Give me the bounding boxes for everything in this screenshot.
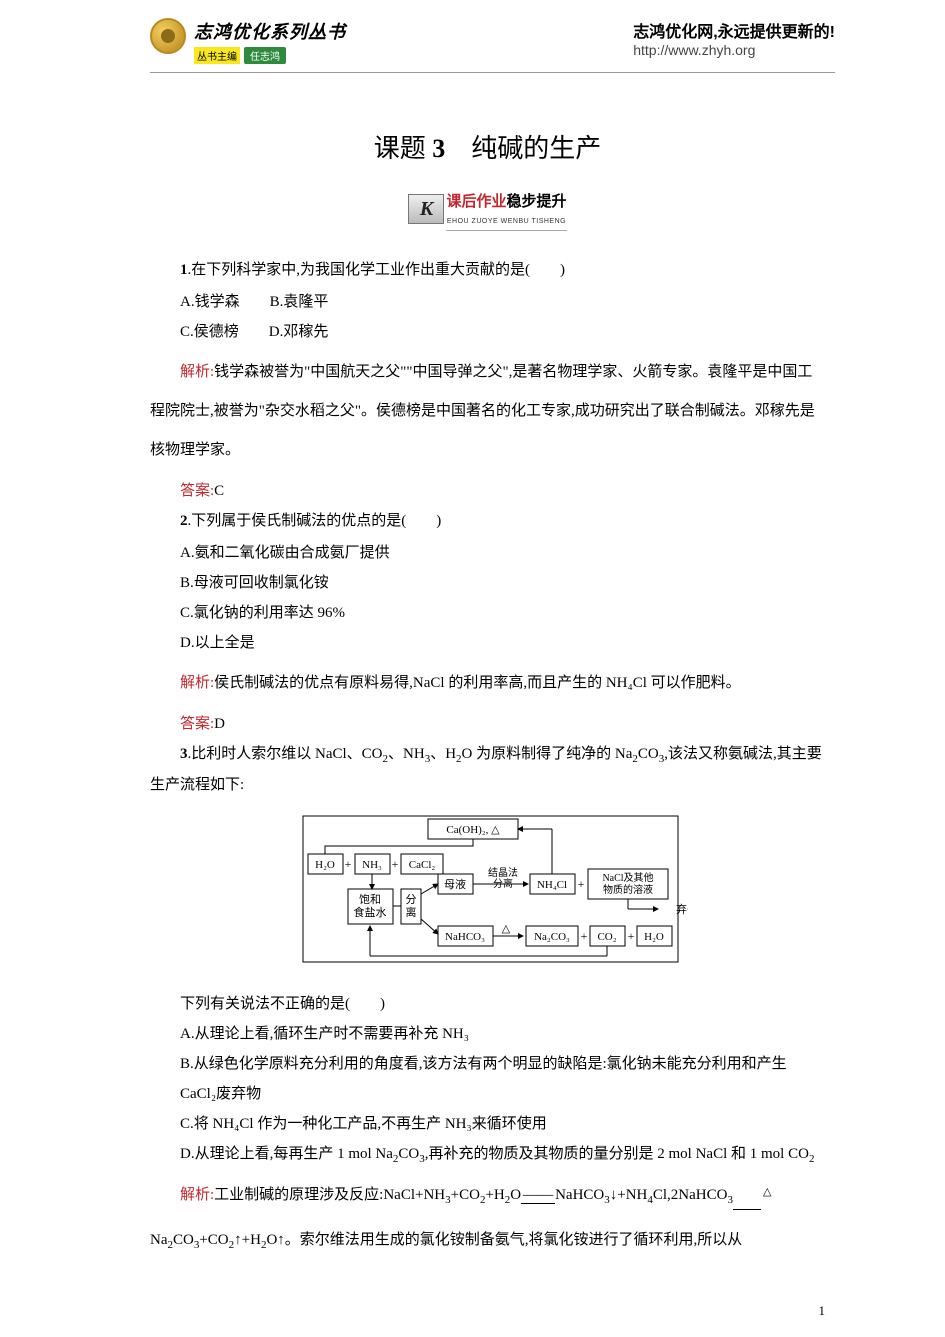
q3-s2: 、NH	[388, 746, 425, 762]
q1-explanation: 解析:钱学森被誉为"中国航天之父""中国导弹之父",是著名物理学家、火箭专家。袁…	[150, 353, 825, 470]
q1-explain-text: 钱学森被誉为"中国航天之父""中国导弹之父",是著名物理学家、火箭专家。袁隆平是…	[150, 364, 815, 458]
svg-text:+: +	[391, 857, 398, 871]
svg-text:+: +	[577, 877, 584, 891]
banner-pinyin: EHOU ZUOYE WENBU TISHENG	[446, 215, 566, 231]
process-diagram: Ca(OH)₂, △ H₂O + NH₃ + CaCl₂ 饱和 食盐水 分	[150, 814, 825, 975]
q3-explanation: 解析:工业制碱的原理涉及反应:NaCl+NH3+CO2+H2O——NaHCO3↓…	[150, 1176, 825, 1215]
q3-optA: A.从理论上看,循环生产时不需要再补充 NH₃	[180, 1019, 825, 1049]
q1-number: 1	[180, 262, 188, 278]
svg-text:母液: 母液	[444, 877, 466, 891]
explain-label: 解析:	[180, 1187, 214, 1203]
explain-label: 解析:	[180, 675, 214, 691]
site-block: 志鸿优化网,永远提供更新的! http://www.zhyh.org	[633, 18, 835, 58]
svg-text:H₂O: H₂O	[315, 859, 335, 871]
svg-text:△: △	[501, 923, 510, 935]
q2-optD: D.以上全是	[180, 628, 825, 658]
q2-stem-text: .下列属于侯氏制碱法的优点的是( )	[188, 513, 442, 529]
svg-text:+: +	[627, 929, 634, 943]
q3-optD: D.从理论上看,每再生产 1 mol Na2CO3,再补充的物质及其物质的量分别…	[180, 1139, 825, 1170]
title-number: 3	[432, 134, 445, 163]
q3-options: A.从理论上看,循环生产时不需要再补充 NH₃ B.从绿色化学原料充分利用的角度…	[180, 1019, 825, 1170]
svg-text:离: 离	[405, 905, 416, 919]
banner-red-text: 课后作业	[446, 193, 506, 210]
q2-explain-text: 侯氏制碱法的优点有原料易得,NaCl 的利用率高,而且产生的 NH₄Cl 可以作…	[214, 675, 740, 691]
banner-black-text: 稳步提升	[507, 193, 567, 210]
svg-text:Na₂CO₃: Na₂CO₃	[534, 931, 570, 943]
svg-text:食盐水: 食盐水	[353, 905, 386, 919]
section-banner: K 课后作业稳步提升 EHOU ZUOYE WENBU TISHENG	[150, 187, 825, 235]
q3-optC: C.将 NH₄Cl 作为一种化工产品,不再生产 NH₃来循环使用	[180, 1109, 825, 1139]
answer-label: 答案:	[180, 716, 214, 732]
q2-stem: 2.下列属于侯氏制碱法的优点的是( )	[150, 506, 825, 536]
title-text: 纯碱的生产	[471, 134, 601, 163]
svg-text:分: 分	[405, 893, 416, 906]
q1-stem-text: .在下列科学家中,为我国化学工业作出重大贡献的是( )	[188, 262, 566, 278]
q1-optB: B.袁隆平	[270, 294, 329, 310]
q1-optC: C.侯德榜	[180, 324, 239, 340]
page-header: 志鸿优化系列丛书 丛书主编 任志鸿 志鸿优化网,永远提供更新的! http://…	[0, 0, 945, 72]
q2-optB: B.母液可回收制氯化铵	[180, 568, 825, 598]
document-content: 课题 3 纯碱的生产 K 课后作业稳步提升 EHOU ZUOYE WENBU T…	[0, 73, 945, 1260]
q3-s3: 、H	[430, 746, 456, 762]
svg-text:CO₂: CO₂	[597, 931, 616, 943]
site-url: http://www.zhyh.org	[633, 42, 835, 58]
page-number: 1	[819, 1303, 826, 1319]
svg-text:结晶法: 结晶法	[488, 866, 518, 879]
svg-text:CaCl₂: CaCl₂	[408, 859, 435, 871]
q1-answer-text: C	[214, 483, 224, 499]
q1-answer: 答案:C	[150, 476, 825, 506]
brand-block: 志鸿优化系列丛书 丛书主编 任志鸿	[150, 18, 346, 64]
svg-text:+: +	[580, 929, 587, 943]
svg-text:饱和: 饱和	[359, 892, 381, 906]
q2-options: A.氨和二氧化碳由合成氨厂提供 B.母液可回收制氯化铵 C.氯化钠的利用率达 9…	[180, 538, 825, 658]
svg-text:Ca(OH)₂, △: Ca(OH)₂, △	[446, 824, 500, 836]
q1-optD: D.邓稼先	[269, 324, 329, 340]
brand-sub-label: 丛书主编	[194, 47, 240, 64]
q2-answer-text: D	[214, 716, 225, 732]
brand-title: 志鸿优化系列丛书	[194, 18, 346, 44]
q3-number: 3	[180, 746, 188, 762]
q3-s4: O 为原料制得了纯净的 Na	[462, 746, 633, 762]
q3-explanation-line2: Na2CO3+CO2↑+H2O↑。索尔维法用生成的氯化铵制备氨气,将氯化铵进行了…	[150, 1221, 825, 1260]
q2-answer: 答案:D	[150, 709, 825, 739]
svg-text:物质的溶液: 物质的溶液	[603, 883, 653, 896]
svg-text:+: +	[344, 857, 351, 871]
q2-number: 2	[180, 513, 188, 529]
q1-stem: 1.在下列科学家中,为我国化学工业作出重大贡献的是( )	[150, 255, 825, 285]
q3-after-diagram: 下列有关说法不正确的是( )	[150, 989, 825, 1019]
svg-text:NaHCO₃: NaHCO₃	[445, 931, 485, 943]
q3-stem: 3.比利时人索尔维以 NaCl、CO2、NH3、H2O 为原料制得了纯净的 Na…	[150, 739, 825, 800]
banner-k-icon: K	[408, 194, 444, 224]
title-prefix: 课题	[374, 134, 426, 163]
q2-explanation: 解析:侯氏制碱法的优点有原料易得,NaCl 的利用率高,而且产生的 NH₄Cl …	[150, 664, 825, 703]
q1-optA: A.钱学森	[180, 294, 240, 310]
lesson-title: 课题 3 纯碱的生产	[150, 123, 825, 175]
q3-s1: .比利时人索尔维以 NaCl、CO	[188, 746, 383, 762]
answer-label: 答案:	[180, 483, 214, 499]
svg-text:H₂O: H₂O	[644, 931, 664, 943]
svg-text:NH₄Cl: NH₄Cl	[536, 879, 566, 891]
explain-label: 解析:	[180, 364, 214, 380]
brand-text: 志鸿优化系列丛书 丛书主编 任志鸿	[194, 18, 346, 64]
q2-optC: C.氯化钠的利用率达 96%	[180, 598, 825, 628]
brand-sub-name: 任志鸿	[244, 47, 286, 64]
brand-subline: 丛书主编 任志鸿	[194, 47, 346, 64]
flow-diagram-svg: Ca(OH)₂, △ H₂O + NH₃ + CaCl₂ 饱和 食盐水 分	[288, 814, 688, 964]
site-title: 志鸿优化网,永远提供更新的!	[633, 18, 835, 42]
brand-logo-icon	[150, 18, 186, 54]
q3-s5: CO	[638, 746, 659, 762]
svg-text:NH₃: NH₃	[362, 859, 382, 871]
svg-text:NaCl及其他: NaCl及其他	[602, 871, 653, 884]
q2-optA: A.氨和二氧化碳由合成氨厂提供	[180, 538, 825, 568]
q3-optB: B.从绿色化学原料充分利用的角度看,该方法有两个明显的缺陷是:氯化钠未能充分利用…	[180, 1049, 825, 1109]
q1-options: A.钱学森 B.袁隆平 C.侯德榜 D.邓稼先	[180, 287, 825, 347]
